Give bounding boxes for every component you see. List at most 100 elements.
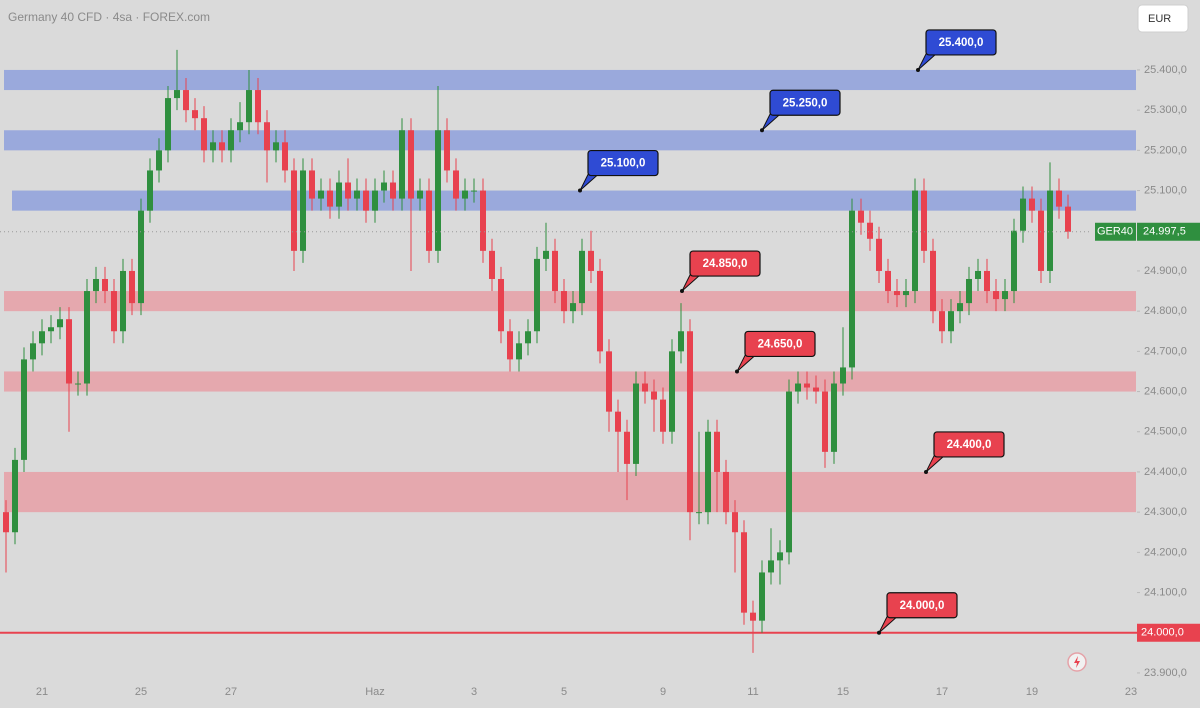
callout-label: 25.400,0 <box>939 37 984 49</box>
x-tick-label: 25 <box>135 686 147 698</box>
candle-body <box>894 291 900 296</box>
y-tick-label: 25.400,0 <box>1144 64 1187 76</box>
candle-body <box>174 90 180 99</box>
candle-body <box>156 150 162 171</box>
candle-body <box>381 182 387 191</box>
candle-body <box>1029 198 1035 211</box>
candle-body <box>129 270 135 304</box>
currency-button-box[interactable] <box>1137 4 1189 33</box>
y-tick-label: 24.400,0 <box>1144 466 1187 478</box>
candle-body <box>444 130 450 171</box>
callout-box <box>933 431 1005 458</box>
candle-body <box>696 512 702 514</box>
callout-box <box>744 330 816 358</box>
candle-body <box>309 170 315 199</box>
candle-body <box>948 311 954 332</box>
x-tick-label: 17 <box>936 686 948 698</box>
candle-body <box>993 291 999 300</box>
candle-body <box>768 560 774 573</box>
candle-body <box>48 327 54 332</box>
candle-body <box>669 351 675 432</box>
last-price-label: 24.997,5 <box>1143 226 1186 238</box>
candle-body <box>120 270 126 332</box>
candle-body <box>462 190 468 199</box>
candle-body <box>210 142 216 151</box>
candle-body <box>606 351 612 412</box>
candle-body <box>660 399 666 432</box>
candle-body <box>1065 206 1071 232</box>
candle-body <box>138 210 144 304</box>
zone <box>4 471 1136 513</box>
candle-body <box>1047 190 1053 271</box>
candle-body <box>561 291 567 312</box>
candle-body <box>408 130 414 199</box>
candle-body <box>399 130 405 199</box>
candle-body <box>1056 190 1062 207</box>
candle-body <box>336 182 342 207</box>
candle-body <box>714 431 720 472</box>
candle-body <box>786 391 792 553</box>
candle-body <box>489 250 495 279</box>
candle-body <box>84 291 90 384</box>
candle-body <box>552 250 558 292</box>
x-tick-label: 19 <box>1026 686 1038 698</box>
candle-body <box>831 383 837 452</box>
callout-box <box>925 29 997 56</box>
y-tick-label: 23.900,0 <box>1144 667 1187 679</box>
last-price-tag <box>1137 222 1200 241</box>
currency-label[interactable]: EUR <box>1148 13 1171 25</box>
candle-body <box>885 270 891 292</box>
candle-body <box>525 331 531 344</box>
x-tick-label: 21 <box>36 686 48 698</box>
callout: 24.650,0 <box>735 330 816 374</box>
callout-label: 24.400,0 <box>947 439 992 451</box>
y-tick-label: 25.200,0 <box>1144 144 1187 156</box>
candle-body <box>237 122 243 131</box>
candle-body <box>849 210 855 368</box>
y-tick-label: 24.200,0 <box>1144 546 1187 558</box>
candle-body <box>579 250 585 304</box>
zone <box>4 69 1136 91</box>
candle-body <box>372 190 378 211</box>
x-tick-label: Haz <box>365 686 385 698</box>
candle-body <box>984 270 990 292</box>
y-tick-label: 24.300,0 <box>1144 506 1187 518</box>
candle-body <box>777 552 783 561</box>
x-tick-label: 27 <box>225 686 237 698</box>
candle-body <box>633 383 639 464</box>
candle-body <box>543 250 549 259</box>
callout: 25.100,0 <box>578 149 659 193</box>
candle-body <box>957 303 963 312</box>
candle-body <box>1038 210 1044 271</box>
candle-body <box>453 170 459 199</box>
currency-button[interactable]: EUR <box>1137 4 1189 33</box>
candle-body <box>570 303 576 312</box>
candle-body <box>480 190 486 251</box>
candle-body <box>615 411 621 432</box>
y-tick-label: 24.800,0 <box>1144 305 1187 317</box>
candle-body <box>507 331 513 360</box>
y-tick-label: 24.500,0 <box>1144 426 1187 438</box>
candle-body <box>858 210 864 223</box>
candle-body <box>147 170 153 211</box>
candle-body <box>183 90 189 111</box>
candle-body <box>192 110 198 119</box>
candle-body <box>930 250 936 312</box>
candle-body <box>264 122 270 151</box>
candle-body <box>534 258 540 332</box>
candle-body <box>57 319 63 328</box>
callout-label: 24.000,0 <box>900 600 945 612</box>
candle-body <box>732 512 738 533</box>
candle-body <box>750 612 756 621</box>
candle-body <box>921 190 927 251</box>
candle-body <box>939 311 945 332</box>
y-tick-label: 24.900,0 <box>1144 265 1187 277</box>
alert-icon[interactable] <box>1067 652 1087 672</box>
x-tick-label: 3 <box>471 686 477 698</box>
alert-bolt[interactable] <box>1074 656 1080 668</box>
candle-body <box>1002 291 1008 300</box>
candle-body <box>651 391 657 400</box>
candle-body <box>219 142 225 151</box>
candle-body <box>498 278 504 332</box>
